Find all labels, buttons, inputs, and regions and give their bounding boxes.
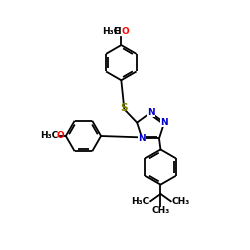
Text: O: O	[57, 132, 64, 140]
Text: H₃C: H₃C	[131, 197, 149, 206]
Text: S: S	[120, 104, 128, 114]
Text: H: H	[113, 27, 121, 36]
Text: H₃C: H₃C	[40, 131, 58, 140]
Text: CH₃: CH₃	[172, 197, 190, 206]
Text: N: N	[160, 118, 168, 127]
Text: CH₃: CH₃	[151, 206, 170, 215]
Text: H₃C: H₃C	[102, 27, 121, 36]
Text: N: N	[138, 134, 146, 143]
Text: N: N	[147, 108, 154, 117]
Text: O: O	[121, 27, 129, 36]
